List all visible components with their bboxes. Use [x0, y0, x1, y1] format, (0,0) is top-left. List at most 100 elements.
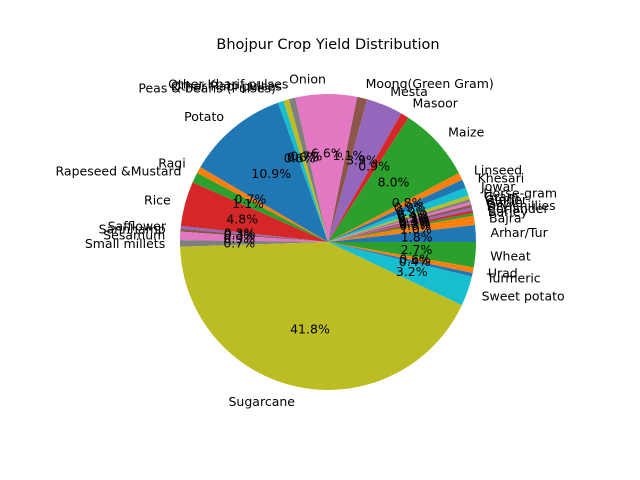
percent-labels: 1.8%1.0%0.3%0.3%0.3%0.3%0.3%0.3%0.4%0.9%…: [223, 146, 432, 337]
category-label-maize: Maize: [448, 125, 484, 140]
slice-linseed: [328, 172, 463, 242]
percent-label-maize: 8.0%: [378, 175, 410, 190]
slice-maize: [328, 117, 459, 242]
slice-dry-chillies: [328, 207, 473, 242]
category-label-barley: Barley: [488, 204, 529, 219]
percent-label-bajra: 1.0%: [400, 222, 432, 237]
percent-label-turmeric: 0.4%: [399, 254, 431, 269]
slice-mesta: [328, 99, 402, 242]
category-label-safflower: Safflower: [108, 218, 167, 233]
category-label-sesamum: Sesamum: [103, 228, 165, 243]
percent-label-potato: 10.9%: [251, 166, 291, 181]
slice-masoor: [328, 113, 409, 242]
slice-other-kharif-pulses: [288, 97, 328, 243]
percent-label-urad: 0.6%: [399, 251, 431, 266]
slice-garlic: [328, 204, 472, 242]
slice-ginger: [328, 201, 472, 242]
category-label-turmeric: Turmeric: [486, 271, 541, 286]
slice-wheat: [328, 242, 476, 268]
percent-label-safflower: 0.3%: [224, 226, 256, 241]
slice-sweet-potato: [328, 242, 472, 306]
category-label-sannhamp: Sannhamp: [99, 222, 166, 237]
category-label-garlic: Garlic: [486, 195, 522, 210]
category-label-coriander: Coriander: [487, 201, 549, 216]
category-label-ragi: Ragi: [158, 155, 185, 170]
percent-label-masoor: 0.9%: [358, 159, 390, 174]
slice-sugarcane: [180, 242, 462, 391]
category-label-gram: Gram: [484, 189, 519, 204]
percent-label-other-kharif-pulses: 0.7%: [291, 148, 323, 163]
category-label-khesari: Khesari: [478, 170, 525, 185]
category-label-wheat: Wheat: [490, 249, 531, 264]
percent-label-jowar: 0.9%: [396, 204, 428, 219]
slice-barley: [328, 212, 474, 242]
percent-label-garlic: 0.3%: [398, 213, 430, 228]
slice-other-rabi-pulses: [283, 99, 328, 242]
slice-ragi: [197, 167, 328, 242]
category-label-peas-beans-pulses: Peas & beans (Pulses): [138, 80, 276, 95]
category-label-horse-gram: Horse-gram: [483, 185, 557, 200]
chart-title: Bhojpur Crop Yield Distribution: [216, 37, 439, 53]
category-label-onion: Onion: [289, 72, 326, 87]
percent-label-ragi: 0.7%: [235, 191, 267, 206]
percent-label-coriander: 0.3%: [399, 216, 431, 231]
percent-label-sesamum: 0.9%: [223, 231, 255, 246]
slice-horse-gram: [328, 195, 470, 242]
slice-moong-green-gram: [328, 96, 368, 242]
slice-gram: [328, 199, 471, 242]
category-label-bajra: Bajra: [489, 211, 522, 226]
percent-label-rice: 4.8%: [226, 212, 258, 227]
category-label-sweet-potato: Sweet potato: [482, 289, 565, 304]
slice-sannhamp: [180, 228, 328, 242]
percent-label-ginger: 0.3%: [398, 211, 430, 226]
category-label-dry-chillies: Dry chillies: [487, 198, 556, 213]
category-label-masoor: Masoor: [413, 95, 459, 110]
slice-arhar-tur: [328, 225, 476, 242]
percent-label-arhar-tur: 1.8%: [401, 229, 433, 244]
percent-label-barley: 0.3%: [399, 218, 431, 233]
category-label-sugarcane: Sugarcane: [229, 394, 296, 409]
slice-jowar: [328, 187, 469, 242]
percent-label-dry-chillies: 0.3%: [399, 215, 431, 230]
percent-label-sannhamp: 0.3%: [224, 227, 256, 242]
percent-label-sugarcane: 41.8%: [290, 321, 330, 336]
category-label-jowar: Jowar: [480, 179, 516, 194]
slice-rapeseed-mustard: [192, 172, 328, 242]
category-label-rice: Rice: [144, 192, 171, 207]
percent-label-sweet-potato: 3.2%: [396, 264, 428, 279]
percent-label-onion: 6.6%: [311, 146, 343, 161]
percent-label-moong-green-gram: 1.1%: [333, 148, 365, 163]
slice-coriander: [328, 210, 474, 242]
slice-sesamum: [180, 231, 328, 242]
slice-bajra: [328, 215, 476, 242]
percent-label-peas-beans-pulses: 0.6%: [284, 150, 316, 165]
category-label-arhar-tur: Arhar/Tur: [491, 225, 549, 240]
category-label-rapeseed-mustard: Rapeseed &Mustard: [56, 164, 182, 179]
percent-label-khesari: 0.9%: [394, 199, 426, 214]
percent-label-small-millets: 0.7%: [223, 235, 255, 250]
slice-safflower: [180, 225, 328, 242]
percent-label-other-rabi-pulses: 0.6%: [287, 149, 319, 164]
category-label-mesta: Mesta: [390, 84, 428, 99]
slice-peas-beans-pulses: [277, 100, 328, 243]
percent-label-linseed: 0.8%: [392, 195, 424, 210]
slice-potato: [200, 102, 328, 243]
slice-urad: [328, 242, 474, 273]
slice-khesari: [328, 179, 466, 242]
category-label-small-millets: Small millets: [85, 236, 165, 251]
percent-label-rapeseed-mustard: 1.1%: [232, 196, 264, 211]
percent-label-wheat: 2.7%: [401, 242, 433, 257]
category-label-moong-green-gram: Moong(Green Gram): [366, 76, 494, 91]
category-label-other-rabi-pulses: Other Rabi pulses: [171, 78, 282, 93]
percent-label-mesta: 3.9%: [346, 152, 378, 167]
category-label-potato: Potato: [184, 109, 224, 124]
slice-onion: [295, 93, 358, 243]
percent-label-horse-gram: 0.4%: [397, 208, 429, 223]
category-label-urad: Urad: [488, 266, 518, 281]
category-label-ginger: Ginger: [485, 192, 528, 207]
slice-turmeric: [328, 242, 473, 277]
slice-small-millets: [179, 240, 328, 247]
